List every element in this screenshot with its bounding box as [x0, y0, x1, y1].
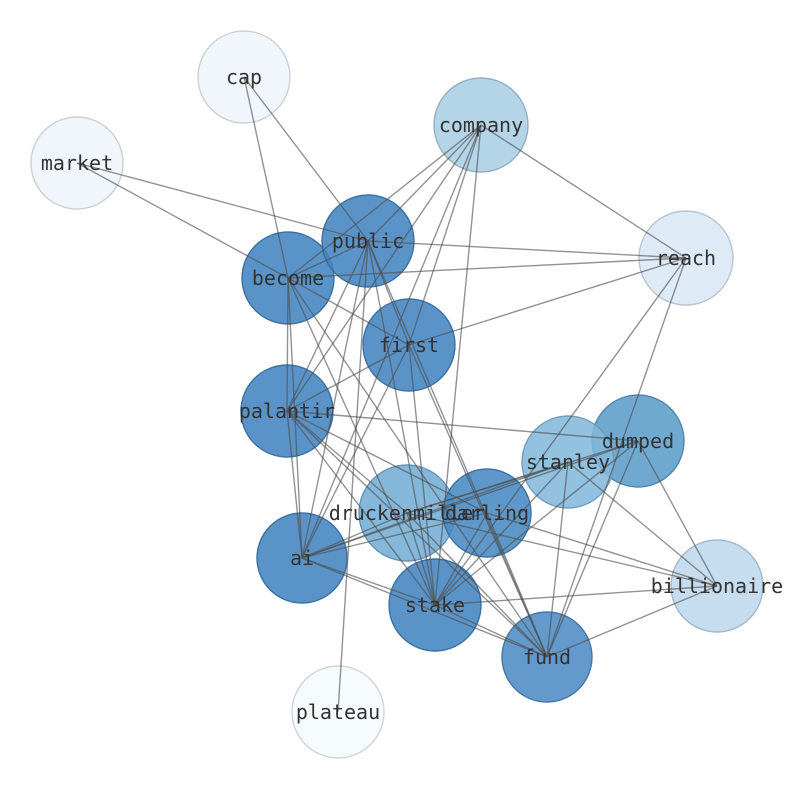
- edge-public-ai: [301, 240, 369, 559]
- node-label-billionaire: billionaire: [651, 574, 783, 598]
- node-label-palantir: palantir: [239, 399, 335, 423]
- edge-become-stake: [287, 277, 436, 606]
- edge-first-ai: [301, 344, 410, 559]
- edge-become-palantir: [286, 277, 289, 412]
- edge-public-palantir: [286, 240, 369, 412]
- node-label-company: company: [439, 113, 523, 137]
- edge-stake-billionaire: [434, 585, 718, 606]
- node-label-stanley: stanley: [526, 450, 610, 474]
- edge-ai-fund: [301, 557, 548, 658]
- edge-palantir-darling: [286, 410, 488, 514]
- edge-stanley-fund: [546, 461, 569, 658]
- edge-public-stake: [367, 240, 436, 606]
- edge-ai-stake: [301, 557, 436, 606]
- edge-become-fund: [287, 277, 548, 658]
- node-label-druckenmiller: druckenmiller: [329, 501, 486, 525]
- edge-company-reach: [480, 124, 687, 259]
- edge-reach-become: [287, 257, 687, 279]
- edge-public-fund: [367, 240, 548, 658]
- edge-market-become: [76, 162, 289, 279]
- edge-company-palantir: [286, 124, 482, 412]
- edge-dumped-billionaire: [637, 440, 718, 587]
- edge-druckenmiller-fund: [406, 512, 548, 658]
- edge-reach-public: [367, 240, 687, 259]
- node-label-market: market: [41, 151, 113, 175]
- edge-palantir-ai: [286, 410, 303, 559]
- edge-palantir-stake: [286, 410, 436, 606]
- edge-cap-become: [243, 76, 289, 279]
- edge-reach-first: [408, 257, 687, 346]
- edge-reach-stake: [434, 257, 687, 606]
- edge-first-stake: [408, 344, 436, 606]
- edge-dumped-ai: [301, 440, 639, 559]
- edge-darling-ai: [301, 512, 488, 559]
- edge-company-ai: [301, 124, 482, 559]
- edge-druckenmiller-ai: [301, 512, 408, 559]
- node-label-cap: cap: [226, 65, 262, 89]
- edge-first-fund: [408, 344, 548, 658]
- node-label-ai: ai: [290, 546, 314, 570]
- edge-first-palantir: [286, 344, 410, 412]
- edge-public-become: [287, 240, 369, 279]
- edge-market-public: [76, 162, 369, 242]
- node-label-stake: stake: [405, 593, 465, 617]
- edge-stanley-billionaire: [567, 461, 718, 587]
- edge-layer: [76, 76, 718, 713]
- edge-dumped-druckenmiller: [406, 440, 639, 514]
- edge-druckenmiller-billionaire: [406, 512, 718, 587]
- node-layer: [30, 30, 764, 759]
- edge-fund-billionaire: [546, 585, 718, 658]
- edge-cap-public: [243, 76, 369, 242]
- edge-darling-billionaire: [486, 512, 718, 587]
- node-label-first: first: [379, 333, 439, 357]
- edge-company-public: [367, 124, 482, 242]
- label-layer: cap market plateau reach billionaire company d…: [41, 65, 783, 724]
- node-label-fund: fund: [523, 645, 571, 669]
- edge-stanley-stake: [434, 461, 569, 606]
- edge-druckenmiller-stake: [406, 512, 436, 606]
- edge-darling-stake: [434, 512, 488, 606]
- edge-company-become: [287, 124, 482, 279]
- edge-palantir-druckenmiller: [286, 410, 408, 514]
- edge-dumped-stake: [434, 440, 639, 606]
- edge-company-first: [408, 124, 482, 346]
- node-label-become: become: [252, 266, 324, 290]
- node-label-public: public: [332, 229, 404, 253]
- edge-become-first: [287, 277, 410, 346]
- edge-palantir-fund: [286, 410, 548, 658]
- edge-company-stake: [434, 124, 482, 606]
- node-label-reach: reach: [656, 246, 716, 270]
- node-label-plateau: plateau: [296, 700, 380, 724]
- node-label-dumped: dumped: [602, 429, 674, 453]
- node-label-darling: darling: [445, 501, 529, 525]
- edge-darling-fund: [486, 512, 548, 658]
- edge-stake-fund: [434, 604, 548, 658]
- edge-palantir-dumped: [286, 410, 639, 442]
- edge-dumped-fund: [546, 440, 639, 658]
